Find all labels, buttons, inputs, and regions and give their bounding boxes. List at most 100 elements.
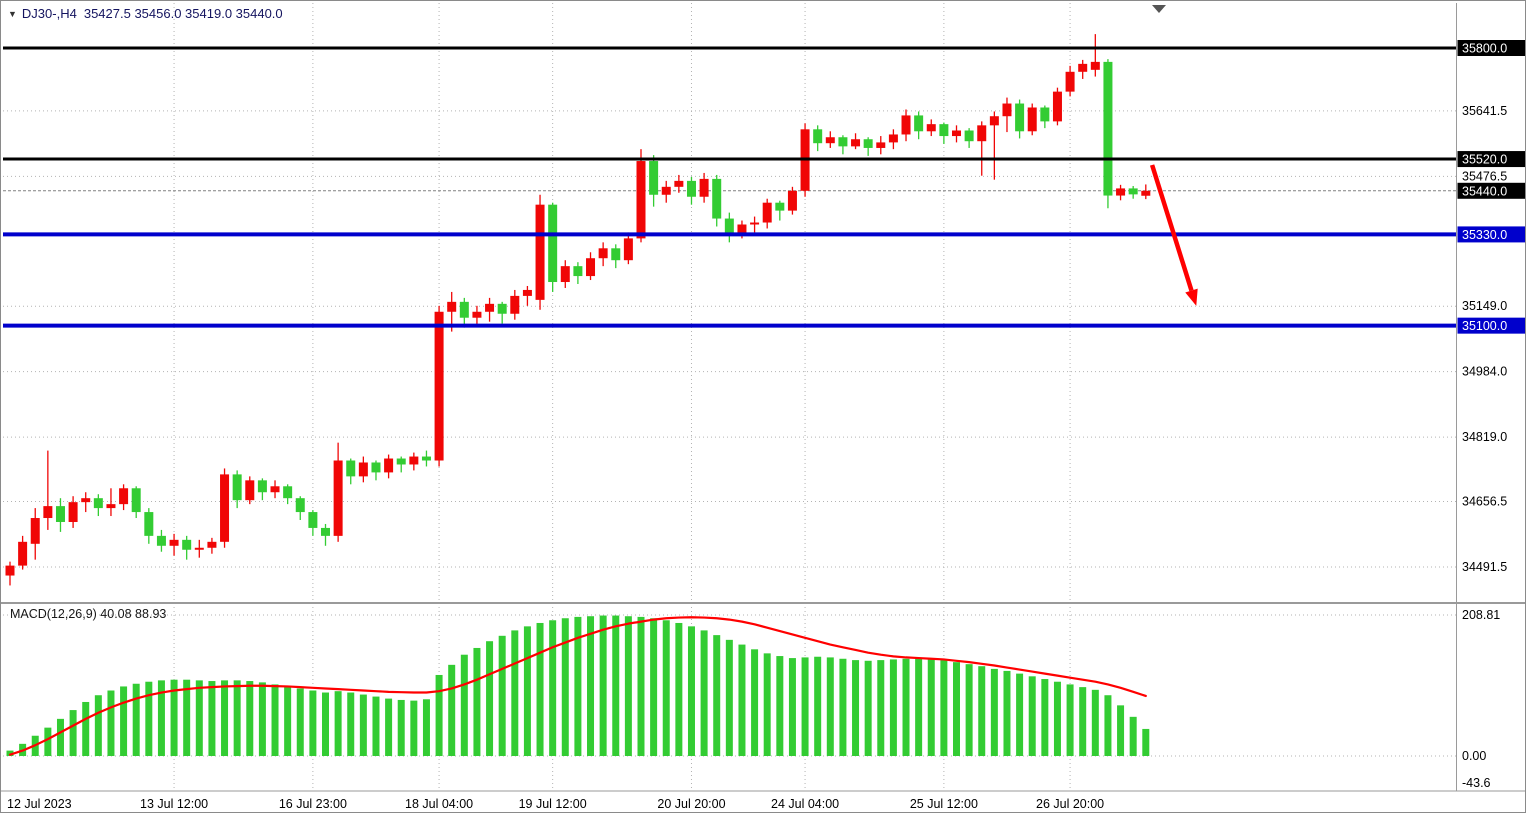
candle-body <box>169 539 179 546</box>
macd-histogram-bar <box>574 616 582 756</box>
time-axis-label: 13 Jul 12:00 <box>140 797 208 811</box>
macd-histogram-bar <box>687 626 695 756</box>
macd-axis-label: 208.81 <box>1462 608 1500 622</box>
macd-histogram-bar <box>624 616 632 756</box>
macd-histogram-bar <box>1028 676 1036 756</box>
macd-histogram-bar <box>725 639 733 756</box>
candle-body <box>245 480 255 501</box>
candle-body <box>623 238 633 261</box>
candle-body <box>1103 61 1113 196</box>
candle-body <box>586 258 596 277</box>
macd-histogram-bar <box>397 699 405 756</box>
macd-histogram-bar <box>662 620 670 756</box>
candle-body <box>308 512 318 528</box>
candle-body <box>1002 103 1012 117</box>
macd-histogram-bar <box>826 657 834 756</box>
macd-histogram-bar <box>1091 689 1099 756</box>
macd-axis-label: 0.00 <box>1462 749 1486 763</box>
macd-histogram-bar <box>675 622 683 756</box>
macd-histogram-bar <box>410 700 418 756</box>
macd-histogram-bar <box>650 618 658 756</box>
macd-histogram-bar <box>170 679 178 756</box>
candle-body <box>649 161 659 195</box>
candle-body <box>838 137 848 147</box>
time-axis-label: 19 Jul 12:00 <box>519 797 587 811</box>
candle-body <box>459 301 469 318</box>
macd-histogram-bar <box>561 618 569 756</box>
price-line-label: 35520.0 <box>1462 153 1507 167</box>
candle-body <box>68 502 78 522</box>
time-axis-label: 26 Jul 20:00 <box>1036 797 1104 811</box>
candle-body <box>194 547 204 550</box>
macd-histogram-bar <box>1104 695 1112 756</box>
trend-arrow-head[interactable] <box>1185 288 1198 306</box>
macd-histogram-bar <box>587 616 595 756</box>
macd-histogram-bar <box>776 656 784 756</box>
macd-histogram-bar <box>359 694 367 756</box>
macd-histogram-bar <box>157 680 165 756</box>
candle-body <box>144 512 154 536</box>
candle-body <box>497 303 507 314</box>
macd-histogram-bar <box>334 691 342 756</box>
candle-body <box>926 124 936 132</box>
macd-histogram-bar <box>864 660 872 756</box>
candle-body <box>775 202 785 211</box>
trend-arrow-line[interactable] <box>1149 164 1194 292</box>
macd-histogram-bar <box>978 666 986 756</box>
candle-body <box>863 139 873 148</box>
time-axis-label: 24 Jul 04:00 <box>771 797 839 811</box>
symbol-dropdown-triangle-icon: ▼ <box>8 9 17 19</box>
macd-indicator-label: MACD(12,26,9) 40.08 88.93 <box>10 607 167 621</box>
candle-body <box>409 456 419 465</box>
macd-histogram-bar <box>448 664 456 756</box>
macd-histogram-bar <box>511 630 519 756</box>
macd-histogram-bar <box>801 657 809 756</box>
macd-histogram-bar <box>1016 673 1024 756</box>
candle-body <box>321 527 330 536</box>
macd-histogram-bar <box>221 680 229 756</box>
candle-body <box>55 506 65 522</box>
macd-histogram-bar <box>246 681 254 756</box>
candle-body <box>346 460 356 477</box>
macd-histogram-bar <box>953 662 960 756</box>
macd-histogram-bar <box>1079 687 1087 756</box>
candle-body <box>396 458 406 465</box>
candle-body <box>762 202 772 223</box>
candle-body <box>1065 71 1075 92</box>
time-axis-label: 20 Jul 20:00 <box>657 797 725 811</box>
candle-body <box>939 124 949 137</box>
macd-histogram-bar <box>1129 716 1137 756</box>
price-tick-label: 35476.5 <box>1462 169 1507 183</box>
macd-histogram-bar <box>422 699 430 756</box>
macd-histogram-bar <box>473 647 481 756</box>
chart-shift-marker-icon[interactable] <box>1152 5 1166 13</box>
candle-body <box>447 301 457 312</box>
candle-body <box>598 248 608 259</box>
candle-body <box>977 125 987 142</box>
candle-body <box>93 498 103 509</box>
candle-body <box>560 266 570 283</box>
candle-body <box>1141 190 1151 196</box>
price-tick-label: 35641.5 <box>1462 104 1507 118</box>
candle-body <box>43 506 53 519</box>
macd-histogram-bar <box>69 710 77 756</box>
macd-histogram-bar <box>763 653 771 756</box>
candle-body <box>686 180 696 197</box>
candle-body <box>535 204 545 300</box>
macd-histogram-bar <box>637 616 645 756</box>
candle-body <box>901 115 911 135</box>
macd-histogram-bar <box>107 690 115 756</box>
candle-body <box>1090 61 1100 70</box>
price-tick-label: 34656.5 <box>1462 495 1507 509</box>
candle-body <box>1078 63 1088 72</box>
candle-body <box>207 541 217 548</box>
candle-body <box>952 130 961 137</box>
candle-body <box>421 456 431 461</box>
candle-body <box>283 486 293 499</box>
candle-body <box>81 498 91 503</box>
macd-histogram-bar <box>1066 684 1074 756</box>
candle-body <box>333 460 343 536</box>
time-axis-label: 25 Jul 12:00 <box>910 797 978 811</box>
macd-histogram-bar <box>183 679 191 756</box>
